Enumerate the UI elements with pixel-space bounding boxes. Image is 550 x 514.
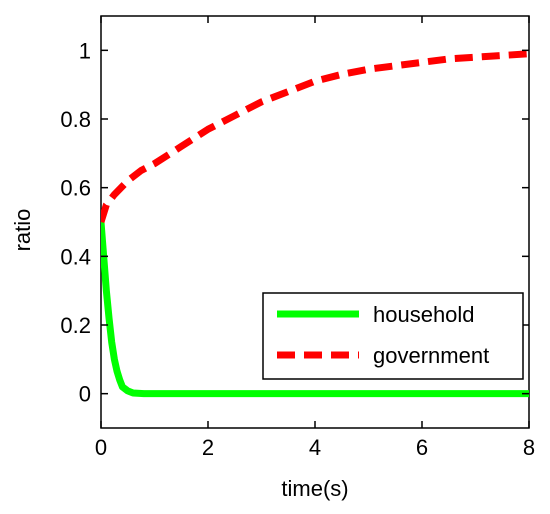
legend: household government [262,292,524,380]
y-tick-label: 0 [79,382,91,407]
series-line-government [101,50,529,224]
x-axis-label: time(s) [281,476,348,501]
legend-box [262,292,524,380]
series-layer [101,50,529,398]
series-line-household [101,221,529,398]
x-tick-label: 8 [523,435,535,460]
y-axis-label: ratio [10,209,35,252]
x-axis-ticks: 0 2 4 6 8 [95,16,535,460]
x-tick-label: 0 [95,435,107,460]
x-tick-label: 2 [202,435,214,460]
y-tick-label: 0.2 [60,313,91,338]
y-tick-label: 1 [79,38,91,63]
legend-label-household: household [373,302,475,327]
legend-label-government: government [373,343,489,368]
y-tick-label: 0.6 [60,176,91,201]
x-tick-label: 4 [309,435,321,460]
y-tick-label: 0.8 [60,107,91,132]
y-axis-ticks: 0 0.2 0.4 0.6 0.8 1 [60,38,529,407]
y-tick-label: 0.4 [60,244,91,269]
x-tick-label: 6 [416,435,428,460]
